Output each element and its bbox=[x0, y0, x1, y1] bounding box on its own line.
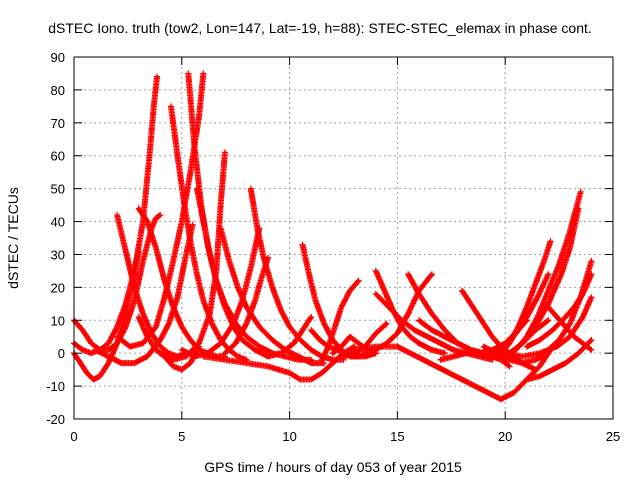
y-tick-label: 50 bbox=[51, 182, 65, 197]
data-series-13 bbox=[217, 225, 328, 367]
data-series-5 bbox=[92, 221, 196, 367]
data-series-markers bbox=[193, 185, 315, 363]
data-series-4 bbox=[114, 212, 190, 360]
data-series-markers bbox=[178, 225, 263, 360]
data-series-markers bbox=[92, 221, 196, 367]
y-tick-label: 40 bbox=[51, 215, 65, 230]
data-series-markers bbox=[480, 343, 552, 367]
data-series-14 bbox=[178, 225, 263, 360]
data-series-markers bbox=[217, 225, 328, 367]
chart-title: dSTEC Iono. truth (tow2, Lon=147, Lat=-1… bbox=[48, 20, 592, 36]
plot-frame bbox=[73, 56, 614, 420]
x-tick-label: 0 bbox=[70, 429, 77, 444]
y-tick-label: 80 bbox=[51, 83, 65, 98]
data-series-21 bbox=[318, 277, 362, 363]
data-series-17 bbox=[200, 343, 358, 383]
x-tick-label: 25 bbox=[606, 429, 620, 444]
ticks-layer: 0 5 10 15 20 25 -20 -10 0 10 20 30 40 50 60 70 80 90 bbox=[46, 50, 620, 444]
y-tick-label: -20 bbox=[46, 412, 65, 427]
data-series-markers bbox=[200, 343, 358, 383]
data-series-41 bbox=[506, 205, 582, 357]
data-series-markers bbox=[265, 314, 315, 360]
y-tick-label: 70 bbox=[51, 116, 65, 131]
data-series-11 bbox=[193, 185, 315, 363]
data-series-markers bbox=[221, 254, 271, 357]
data-series-markers bbox=[114, 212, 190, 360]
y-tick-label: 90 bbox=[51, 50, 65, 65]
x-axis-label: GPS time / hours of day 053 of year 2015 bbox=[204, 459, 462, 475]
y-axis-label: dSTEC / TECUs bbox=[5, 187, 21, 289]
y-tick-label: 60 bbox=[51, 149, 65, 164]
data-series-28 bbox=[351, 343, 556, 403]
data-series-42 bbox=[480, 343, 552, 367]
data-series-19 bbox=[265, 314, 315, 360]
y-tick-label: 20 bbox=[51, 280, 65, 295]
x-tick-label: 20 bbox=[498, 429, 512, 444]
data-series-markers bbox=[351, 343, 556, 403]
x-tick-label: 15 bbox=[390, 429, 404, 444]
x-tick-label: 10 bbox=[282, 429, 296, 444]
data-series-16 bbox=[221, 254, 271, 357]
y-tick-label: -10 bbox=[46, 379, 65, 394]
y-tick-label: 10 bbox=[51, 313, 65, 328]
data-layer bbox=[71, 70, 595, 403]
data-series-markers bbox=[318, 277, 362, 363]
data-series-markers bbox=[506, 205, 582, 357]
y-tick-label: 30 bbox=[51, 247, 65, 262]
y-tick-label: 0 bbox=[58, 346, 65, 361]
x-tick-label: 5 bbox=[178, 429, 185, 444]
